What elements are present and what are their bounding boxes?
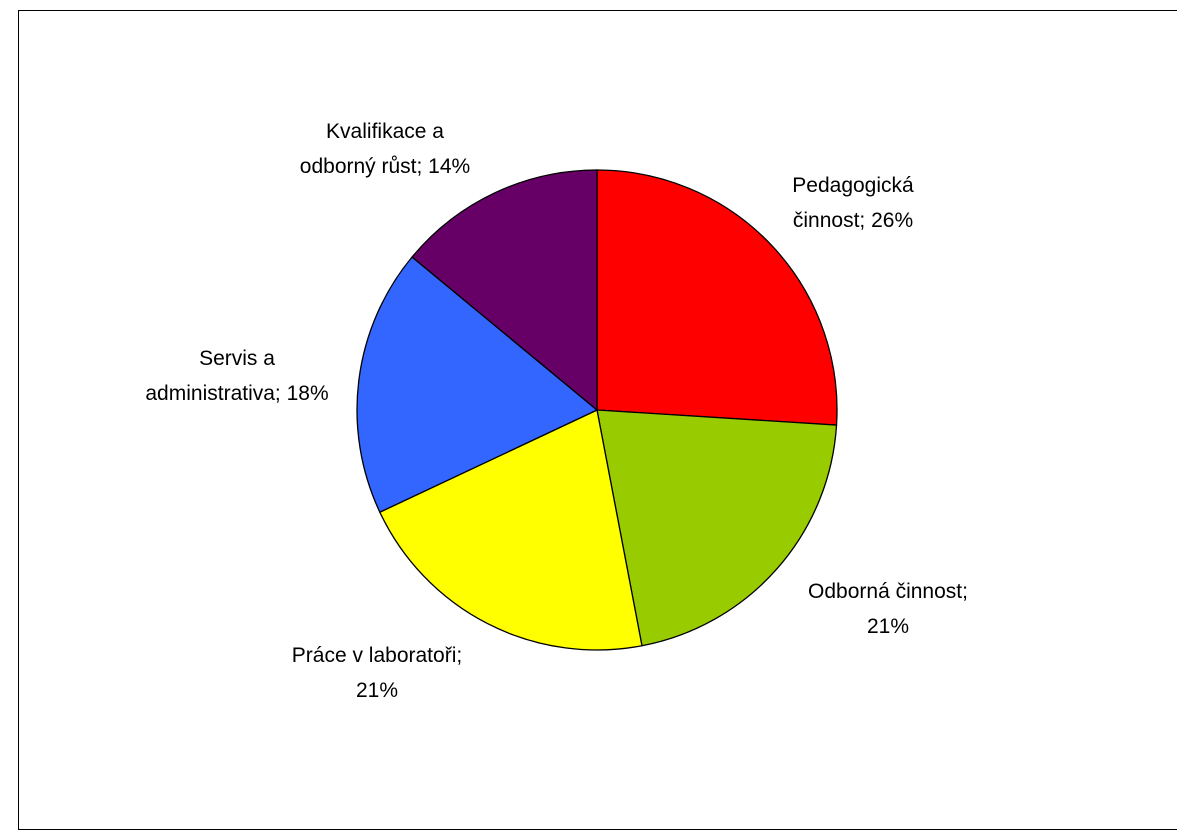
data-label-line: Pedagogická <box>792 174 914 197</box>
pie-slice-2 <box>596 409 838 647</box>
data-label-5: Kvalifikace a odborný růst; 14% <box>300 120 470 178</box>
pie-slice-1 <box>596 169 838 426</box>
data-label-line: Servis a <box>199 347 275 370</box>
data-label-line: administrativa; 18% <box>145 382 328 405</box>
slices-layer <box>356 169 838 651</box>
data-label-line: Odborná činnost; <box>808 580 968 603</box>
pie-slice-5 <box>411 169 598 412</box>
data-label-line: 21% <box>356 679 398 702</box>
data-label-line: Práce v laboratoři; <box>292 644 462 667</box>
data-label-4: Servis a administrativa; 18% <box>145 347 328 405</box>
data-label-2: Odborná činnost; 21% <box>808 580 968 638</box>
pie-slice-4 <box>356 256 599 514</box>
data-label-line: odborný růst; 14% <box>300 155 470 178</box>
data-label-line: Kvalifikace a <box>326 120 444 143</box>
pie-chart: Pedagogická činnost; 26% Odborná činnost; 2… <box>145 120 968 702</box>
data-label-3: Práce v laboratoři; 21% <box>292 644 462 702</box>
pie-slice-3 <box>378 409 643 651</box>
labels-layer: Pedagogická činnost; 26% Odborná činnost; 2… <box>145 120 968 702</box>
data-label-line: 21% <box>867 615 909 638</box>
data-label-1: Pedagogická činnost; 26% <box>792 174 914 232</box>
data-label-line: činnost; 26% <box>793 209 913 232</box>
